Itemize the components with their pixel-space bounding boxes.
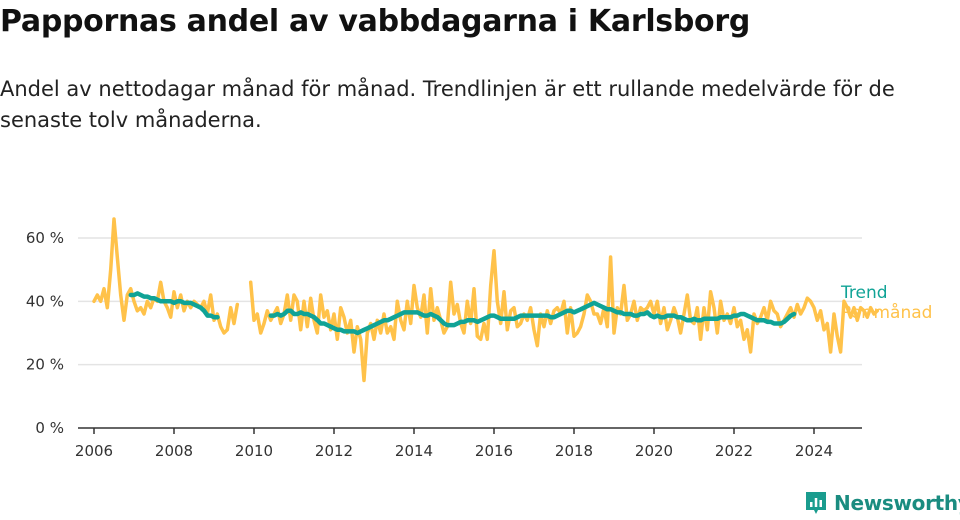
series-line-per-manad <box>92 217 880 383</box>
y-tick-label: 20 % <box>26 356 64 374</box>
y-tick-label: 0 % <box>35 419 64 437</box>
brand-name: Newsworthy <box>834 491 960 515</box>
x-tick-label: 2014 <box>395 442 433 460</box>
x-axis: 2006 2008 2010 2012 2014 2016 2018 2020 2022 2024 <box>75 427 862 460</box>
legend-trend: Trend <box>840 283 888 303</box>
x-tick-label: 2006 <box>75 442 113 460</box>
legend-per-manad: Per månad <box>841 302 932 323</box>
series-line-trend <box>128 291 797 336</box>
x-tick-label: 2018 <box>555 442 593 460</box>
x-tick-label: 2024 <box>795 442 833 460</box>
x-tick-label: 2008 <box>155 442 193 460</box>
chart-title: Pappornas andel av vabbdagarna i Karlsbo… <box>0 4 751 39</box>
y-tick-label: 60 % <box>26 229 64 247</box>
x-tick-label: 2022 <box>715 442 753 460</box>
x-tick-label: 2012 <box>315 442 353 460</box>
y-axis-labels: 0 % 20 % 40 % 60 % <box>26 229 64 437</box>
series-lines <box>92 217 880 383</box>
x-tick-label: 2016 <box>475 442 513 460</box>
x-tick-label: 2020 <box>635 442 673 460</box>
brand-logo: Newsworthy <box>804 490 960 516</box>
chart-subtitle: Andel av nettodagar månad för månad. Tre… <box>0 77 895 132</box>
y-tick-label: 40 % <box>26 292 64 310</box>
x-tick-label: 2010 <box>235 442 273 460</box>
newsworthy-logo-icon <box>806 492 826 514</box>
